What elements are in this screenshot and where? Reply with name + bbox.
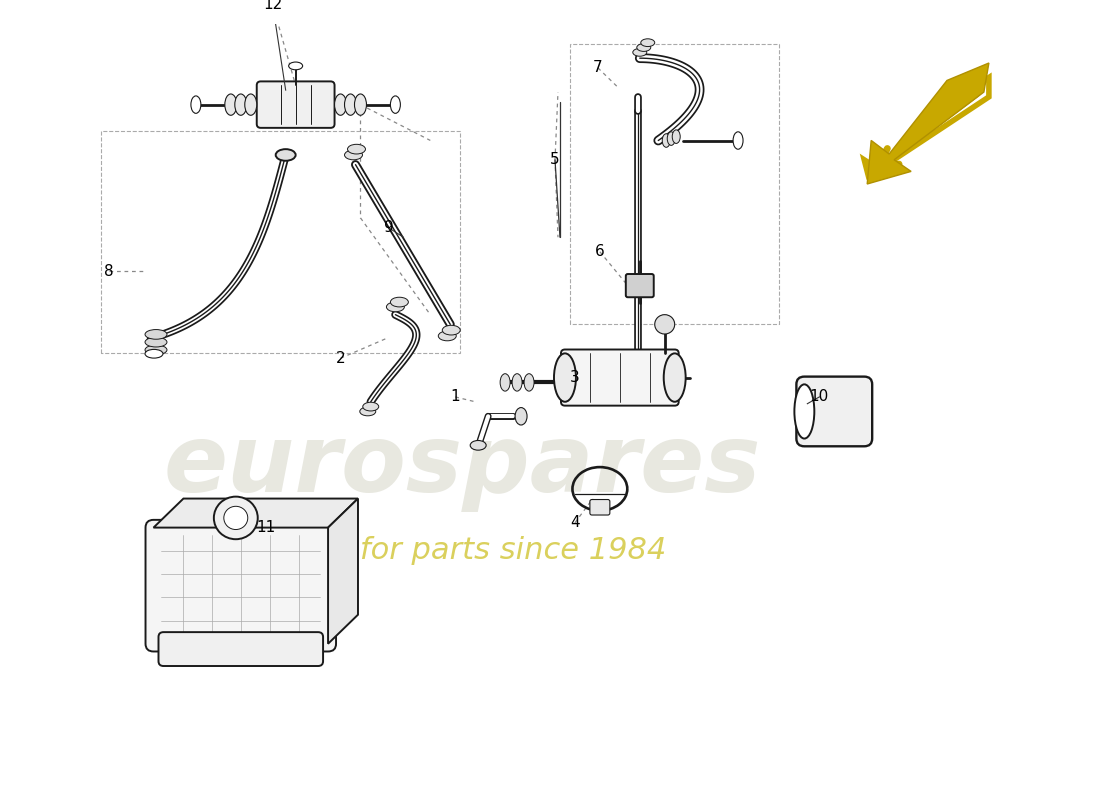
Text: 1: 1	[450, 390, 460, 405]
Ellipse shape	[500, 374, 510, 391]
FancyBboxPatch shape	[145, 520, 336, 651]
FancyBboxPatch shape	[256, 82, 334, 128]
Circle shape	[213, 497, 257, 539]
Ellipse shape	[794, 384, 814, 438]
Ellipse shape	[288, 62, 302, 70]
Ellipse shape	[442, 326, 460, 335]
Text: a part for parts since 1984: a part for parts since 1984	[258, 536, 666, 566]
Ellipse shape	[733, 132, 744, 150]
Text: 8: 8	[104, 264, 114, 278]
Text: 5: 5	[550, 152, 560, 167]
Ellipse shape	[641, 39, 654, 46]
Ellipse shape	[524, 374, 534, 391]
Ellipse shape	[390, 298, 408, 307]
Ellipse shape	[334, 94, 346, 115]
Ellipse shape	[438, 331, 456, 341]
Ellipse shape	[632, 49, 647, 56]
Ellipse shape	[663, 354, 685, 402]
Ellipse shape	[637, 44, 651, 51]
Ellipse shape	[145, 338, 167, 347]
Circle shape	[654, 314, 674, 334]
Ellipse shape	[191, 96, 201, 114]
Text: 10: 10	[810, 390, 829, 405]
Text: 6: 6	[595, 244, 605, 259]
Ellipse shape	[515, 407, 527, 425]
Text: 12: 12	[263, 0, 283, 13]
Circle shape	[223, 506, 248, 530]
Ellipse shape	[145, 350, 163, 358]
Ellipse shape	[668, 132, 675, 146]
FancyBboxPatch shape	[590, 499, 609, 515]
FancyBboxPatch shape	[561, 350, 679, 406]
Text: 2: 2	[336, 350, 345, 366]
Ellipse shape	[234, 94, 246, 115]
Ellipse shape	[360, 407, 376, 416]
FancyBboxPatch shape	[796, 377, 872, 446]
Ellipse shape	[513, 374, 522, 391]
Ellipse shape	[672, 130, 680, 143]
Ellipse shape	[245, 94, 256, 115]
Ellipse shape	[554, 354, 576, 402]
Ellipse shape	[344, 94, 356, 115]
FancyBboxPatch shape	[158, 632, 323, 666]
Text: 3: 3	[570, 370, 580, 385]
Ellipse shape	[145, 345, 167, 354]
Text: 11: 11	[256, 520, 275, 535]
Ellipse shape	[662, 134, 670, 147]
Text: 4: 4	[570, 515, 580, 530]
Ellipse shape	[363, 402, 378, 411]
Ellipse shape	[354, 94, 366, 115]
Polygon shape	[867, 63, 989, 184]
Ellipse shape	[224, 94, 236, 115]
FancyBboxPatch shape	[626, 274, 653, 298]
Ellipse shape	[145, 330, 167, 339]
Ellipse shape	[344, 150, 363, 160]
Text: 9: 9	[384, 220, 394, 235]
Text: eurospares: eurospares	[164, 420, 761, 512]
Ellipse shape	[470, 441, 486, 450]
Text: 7: 7	[593, 60, 603, 75]
Ellipse shape	[390, 96, 400, 114]
Ellipse shape	[276, 149, 296, 161]
Polygon shape	[328, 498, 358, 644]
Ellipse shape	[386, 302, 405, 312]
Polygon shape	[154, 498, 358, 527]
Ellipse shape	[348, 144, 365, 154]
